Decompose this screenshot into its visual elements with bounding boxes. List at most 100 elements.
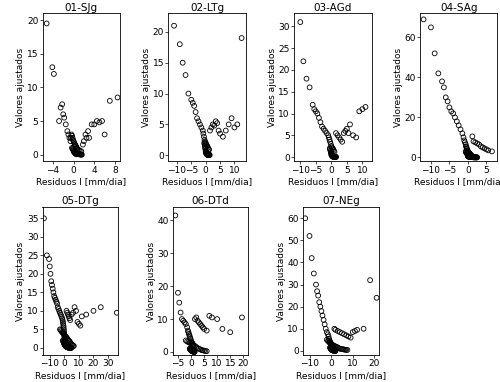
Point: [332, 130, 340, 136]
Point: [60, 332, 68, 338]
Point: [325, 339, 333, 345]
Point: [66, 339, 74, 345]
Point: [330, 342, 338, 348]
X-axis label: Residuos I [mm/dia]: Residuos I [mm/dia]: [296, 371, 386, 380]
Point: [59, 111, 67, 117]
Point: [202, 348, 210, 354]
Point: [338, 346, 346, 352]
Point: [315, 115, 323, 121]
Point: [330, 154, 338, 160]
Point: [176, 299, 184, 306]
Point: [202, 151, 210, 157]
Point: [56, 310, 64, 316]
X-axis label: Residuos I [mm/dia]: Residuos I [mm/dia]: [288, 177, 378, 186]
Point: [188, 339, 196, 345]
Point: [427, 24, 435, 31]
Point: [68, 345, 76, 351]
Point: [344, 347, 351, 353]
X-axis label: Residuos I [mm/dia]: Residuos I [mm/dia]: [414, 177, 500, 186]
Point: [62, 308, 70, 314]
Point: [468, 154, 475, 160]
Point: [344, 130, 352, 136]
Point: [334, 345, 342, 351]
Point: [64, 344, 72, 350]
Point: [62, 343, 70, 350]
Point: [203, 151, 211, 157]
Point: [70, 343, 78, 349]
Point: [332, 344, 340, 350]
Y-axis label: Valores ajustados: Valores ajustados: [146, 242, 156, 321]
Point: [69, 146, 77, 152]
Point: [58, 313, 66, 319]
Point: [326, 147, 334, 154]
Point: [318, 123, 326, 129]
Point: [61, 342, 69, 348]
Point: [328, 346, 336, 353]
Point: [188, 100, 196, 106]
Point: [328, 343, 336, 349]
Point: [330, 348, 338, 354]
Point: [194, 345, 202, 351]
Point: [328, 346, 336, 352]
Point: [331, 154, 339, 160]
Title: 07-NEg: 07-NEg: [322, 196, 360, 206]
Point: [301, 215, 309, 221]
Point: [308, 102, 316, 108]
Point: [48, 282, 56, 288]
Point: [326, 139, 334, 145]
Point: [464, 149, 472, 155]
Point: [189, 342, 197, 348]
Point: [325, 134, 333, 141]
Point: [464, 152, 472, 159]
Point: [466, 151, 474, 157]
Point: [208, 314, 216, 320]
Point: [202, 141, 210, 147]
Point: [72, 151, 80, 157]
Point: [324, 132, 332, 138]
Point: [62, 344, 70, 350]
Point: [335, 134, 343, 141]
Point: [78, 152, 86, 158]
Point: [312, 108, 320, 114]
Point: [328, 347, 336, 353]
Point: [488, 148, 496, 154]
Point: [449, 110, 457, 117]
Point: [67, 340, 75, 346]
Point: [466, 154, 473, 160]
Point: [82, 131, 90, 138]
Point: [204, 152, 212, 158]
Point: [72, 308, 80, 314]
Point: [473, 154, 481, 160]
Point: [210, 123, 218, 129]
Point: [466, 154, 474, 160]
Point: [204, 144, 212, 150]
Point: [68, 311, 76, 317]
Point: [74, 319, 82, 325]
Point: [326, 146, 334, 152]
Title: 02-LTg: 02-LTg: [190, 3, 224, 13]
Point: [313, 288, 321, 294]
Point: [69, 137, 77, 143]
Point: [470, 154, 478, 160]
Point: [60, 328, 68, 334]
Point: [328, 153, 336, 159]
Point: [470, 154, 478, 160]
Point: [444, 98, 452, 104]
Point: [188, 97, 196, 103]
Point: [62, 334, 70, 340]
Point: [60, 330, 68, 336]
Point: [64, 335, 72, 342]
Point: [332, 154, 340, 160]
Point: [454, 122, 462, 128]
Point: [466, 154, 474, 160]
Point: [238, 35, 246, 41]
Point: [330, 348, 338, 354]
Point: [74, 151, 82, 157]
Point: [332, 327, 340, 333]
Point: [472, 154, 480, 160]
Point: [176, 309, 184, 316]
Point: [176, 41, 184, 47]
Point: [202, 327, 210, 333]
Point: [74, 151, 82, 157]
Point: [68, 133, 76, 139]
